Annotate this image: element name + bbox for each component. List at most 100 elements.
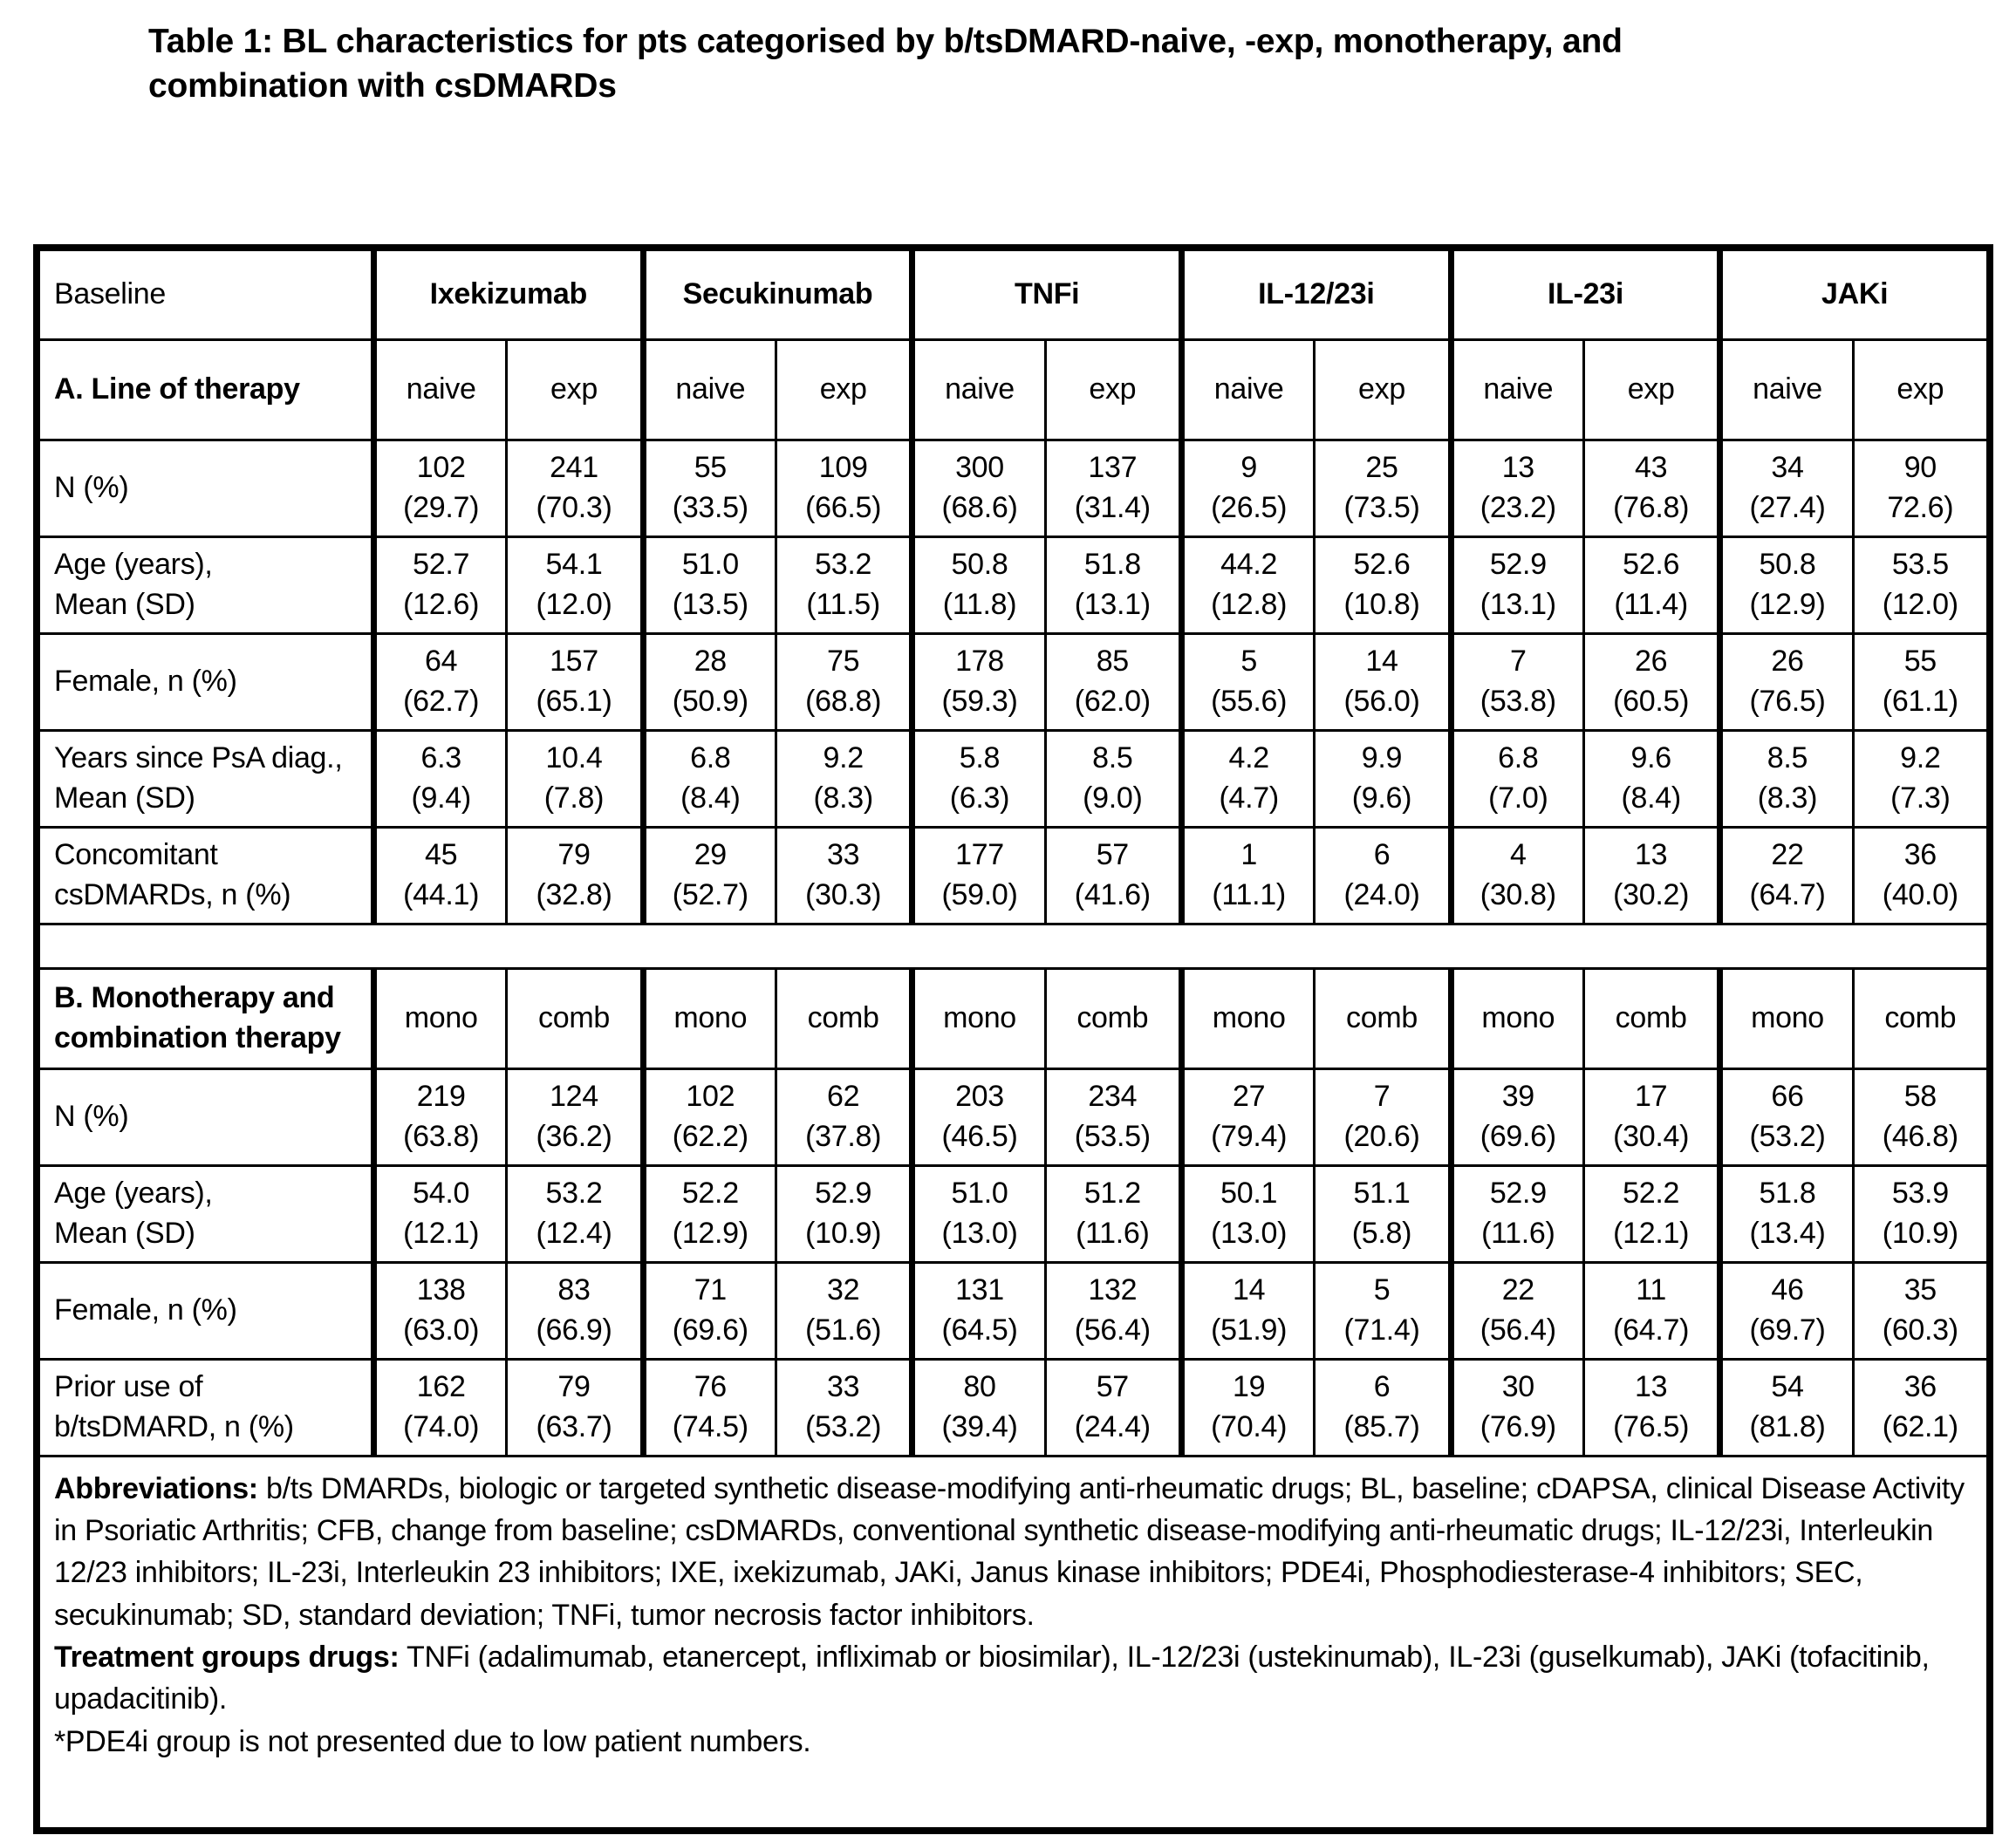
data-cell: 9.6 (8.4) [1582,731,1717,826]
data-cell: 132 (56.4) [1043,1263,1179,1358]
data-cell: 57 (41.6) [1043,828,1179,923]
baseline-characteristics-table: Baseline Ixekizumab Secukinumab TNFi IL-12/2… [33,243,1993,1834]
percent-line: (8.4) [680,781,741,815]
subcol-header-cell: naive [909,340,1043,439]
percent-line: (20.6) [1343,1119,1420,1153]
pde4i-note: *PDE4i group is not presented due to low… [54,1724,811,1758]
percent-line: (66.5) [805,490,882,524]
data-cell: 45 (44.1) [371,828,505,923]
value-line: 83 [557,1273,591,1307]
value-line: 5 [1373,1273,1391,1307]
percent-line: (13.0) [941,1216,1018,1250]
data-cell: 14 (51.9) [1178,1263,1313,1358]
value-line: 85 [1096,645,1130,679]
data-cell: 124 (36.2) [505,1069,639,1164]
subcol-header-cell: exp [1043,340,1179,439]
subcol-header-cell: naive [371,340,505,439]
value-line: 26 [1771,645,1804,679]
value-line: 51.2 [1083,1177,1141,1211]
percent-line: (12.6) [403,587,480,621]
percent-line: (7.8) [543,781,605,815]
value-line: 54.0 [413,1177,470,1211]
percent-line: (69.7) [1749,1313,1826,1347]
percent-line: (55.6) [1211,684,1288,718]
data-cell: 52.6 (11.4) [1582,537,1717,632]
percent-line: (12.0) [536,587,612,621]
data-cell: 29 (52.7) [639,828,775,923]
subcol-header-cell: naive [1178,340,1313,439]
percent-line: (33.5) [672,490,748,524]
data-cell: 28 (50.9) [639,634,775,729]
value-line: 36 [1903,838,1937,872]
data-cell: 52.2 (12.9) [639,1166,775,1261]
section-label: B. Monotherapy and combination therapy [54,981,341,1054]
value-line: 22 [1501,1273,1535,1307]
data-cell: 5.8 (6.3) [909,731,1043,826]
data-cell: 39 (69.6) [1447,1069,1582,1164]
data-cell: 71 (69.6) [639,1263,775,1358]
data-cell: 11 (64.7) [1582,1263,1717,1358]
data-cell: 162 (74.0) [371,1360,505,1455]
data-cell: 83 (66.9) [505,1263,639,1358]
data-cell: 13 (23.2) [1447,440,1582,536]
value-line: 54 [1771,1370,1804,1404]
data-cell: 17 (30.4) [1582,1069,1717,1164]
value-line: 62 [827,1080,860,1114]
subcol-header-cell: mono [1717,969,1851,1068]
value-line: 39 [1501,1080,1535,1114]
subcol-header-cell: naive [639,340,775,439]
value-line: 52.9 [1489,548,1547,582]
abbreviations-text: b/ts DMARDs, biologic or targeted synthe… [54,1471,1965,1632]
data-cell: 62 (37.8) [774,1069,909,1164]
percent-line: (13.5) [672,587,748,621]
percent-line: (63.0) [403,1313,480,1347]
subcol-header-cell: exp [1582,340,1717,439]
data-cell: 137 (31.4) [1043,440,1179,536]
row-label: Female, n (%) [54,664,237,698]
section-label: A. Line of therapy [54,372,300,406]
value-line: 7 [1373,1080,1391,1114]
data-cell: 8.5 (8.3) [1717,731,1851,826]
subcol-header-cell: mono [1178,969,1313,1068]
data-cell: 1 (11.1) [1178,828,1313,923]
value-line: 52.9 [1489,1177,1547,1211]
percent-line: (79.4) [1211,1119,1288,1153]
data-cell: 9 (26.5) [1178,440,1313,536]
data-cell: 58 (46.8) [1851,1069,1986,1164]
value-line: 157 [550,645,598,679]
percent-line: (81.8) [1749,1409,1826,1443]
subcol-header-cell: comb [774,969,909,1068]
data-cell: 33 (53.2) [774,1360,909,1455]
subcol-header-cell: mono [371,969,505,1068]
data-cell: 27 (79.4) [1178,1069,1313,1164]
percent-line: (56.4) [1480,1313,1556,1347]
percent-line: (61.1) [1882,684,1958,718]
value-line: 22 [1771,838,1804,872]
percent-line: (68.6) [941,490,1018,524]
value-line: 32 [827,1273,860,1307]
percent-line: (11.8) [942,587,1017,621]
percent-line: (76.5) [1749,684,1826,718]
percent-line: 72.6) [1887,490,1954,524]
value-line: 1 [1240,838,1257,872]
value-line: 51.8 [1759,1177,1816,1211]
percent-line: (63.8) [403,1119,480,1153]
subcol-header-cell: comb [1851,969,1986,1068]
value-line: 17 [1635,1080,1668,1114]
data-cell: 131 (64.5) [909,1263,1043,1358]
value-line: 54.1 [545,548,603,582]
data-cell: 26 (60.5) [1582,634,1717,729]
value-line: 52.6 [1623,548,1680,582]
data-cell: 6.8 (8.4) [639,731,775,826]
row-label: Female, n (%) [54,1293,237,1327]
subcol-header-cell: mono [639,969,775,1068]
value-line: 241 [550,451,598,485]
percent-line: (23.2) [1480,490,1556,524]
percent-line: (29.7) [403,490,480,524]
percent-line: (13.1) [1480,587,1556,621]
subcol-header-cell: comb [505,969,639,1068]
value-line: 35 [1903,1273,1937,1307]
data-cell: 4.2 (4.7) [1178,731,1313,826]
value-line: 33 [827,1370,860,1404]
percent-line: (56.4) [1074,1313,1151,1347]
